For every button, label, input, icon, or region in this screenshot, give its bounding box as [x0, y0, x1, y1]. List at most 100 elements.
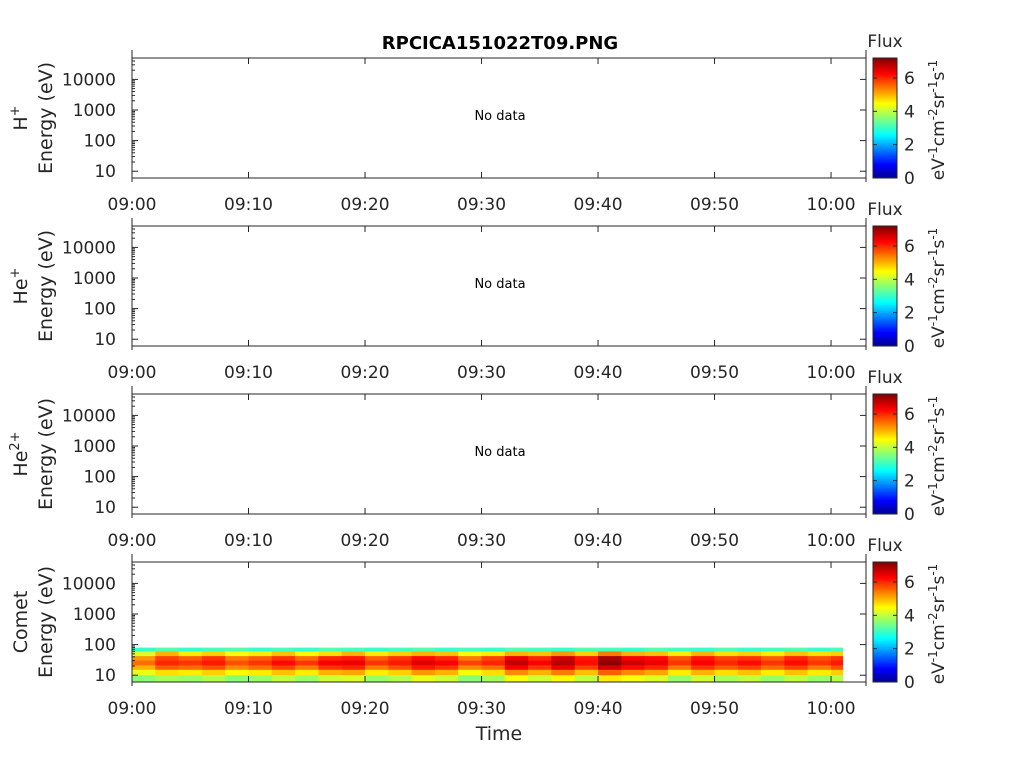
y-tick-label: 100 — [84, 132, 116, 152]
colorbar-unit-label: eV-1cm-2sr-1s-1 — [926, 564, 949, 685]
heatmap-cell — [504, 647, 529, 652]
heatmap-cell — [225, 665, 249, 671]
heatmap-cell — [621, 656, 645, 661]
plot-area — [132, 226, 866, 346]
heatmap-cell — [807, 647, 832, 652]
heatmap-cell — [365, 669, 389, 676]
heatmap-cell — [504, 656, 529, 661]
heatmap-cell — [644, 660, 669, 666]
y-tick-label: 10000 — [62, 70, 116, 90]
colorbar-tick-label: 4 — [904, 606, 915, 626]
heatmap-cell — [551, 665, 576, 671]
heatmap-cell — [528, 656, 552, 661]
heatmap-cell — [598, 660, 622, 666]
heatmap-cell — [155, 656, 179, 661]
heatmap-cell — [481, 669, 506, 676]
heatmap-cell — [155, 675, 179, 683]
heatmap-cell — [621, 675, 645, 683]
panel-2: No data 10 100 1000 10000 09:00 09:10 09:20 09:3… — [8, 200, 949, 383]
heatmap-cell — [178, 675, 203, 683]
no-data-message: No data — [474, 445, 525, 460]
heatmap-cell — [434, 647, 459, 652]
y-tick-label: 1000 — [73, 101, 116, 121]
heatmap-cell — [318, 665, 343, 671]
heatmap-cell — [831, 669, 844, 676]
y-tick-label: 10000 — [62, 238, 116, 258]
heatmap-cell — [388, 660, 412, 666]
colorbar-tick-label: 2 — [904, 136, 915, 156]
species-label: Comet — [10, 591, 32, 654]
heatmap-cell — [411, 660, 436, 666]
heatmap-cell — [761, 669, 785, 676]
heatmap-cell — [807, 669, 832, 676]
heatmap-cell — [155, 647, 179, 652]
heatmap-cell — [481, 656, 506, 661]
heatmap-cell — [178, 665, 203, 671]
x-tick-label: 09:20 — [341, 531, 390, 551]
heatmap-cell — [341, 647, 366, 652]
heatmap-cell — [178, 656, 203, 661]
heatmap-cell — [201, 647, 226, 652]
y-tick-label: 100 — [84, 300, 116, 320]
heatmap-cell — [434, 675, 459, 683]
heatmap-cell — [411, 651, 436, 657]
heatmap-cell — [434, 665, 459, 671]
heatmap-cell — [132, 675, 156, 683]
heatmap-cell — [807, 656, 832, 661]
colorbar-tick-label: 2 — [904, 304, 915, 324]
heatmap-cell — [248, 669, 273, 676]
heatmap-cell — [784, 647, 809, 652]
heatmap-cell — [714, 669, 739, 676]
heatmap-cell — [667, 651, 692, 657]
heatmap-cell — [201, 651, 226, 657]
heatmap-cell — [481, 647, 506, 652]
heatmap-cell — [714, 647, 739, 652]
x-tick-label: 09:20 — [341, 699, 390, 719]
heatmap-cell — [551, 669, 576, 676]
heatmap-cell — [598, 656, 622, 661]
heatmap-cell — [644, 651, 669, 657]
colorbar — [872, 393, 898, 515]
x-tick-label: 09:50 — [690, 195, 739, 215]
heatmap-cell — [225, 675, 249, 683]
x-tick-label: 10:00 — [807, 531, 856, 551]
heatmap-cell — [295, 656, 319, 661]
heatmap-cell — [271, 656, 296, 661]
heatmap-cell — [528, 647, 552, 652]
heatmap-cell — [248, 675, 273, 683]
heatmap-cell — [737, 647, 762, 652]
x-tick-label: 10:00 — [807, 363, 856, 383]
y-tick-label: 100 — [84, 468, 116, 488]
energy-axis-label: Energy (eV) — [35, 566, 57, 678]
heatmap-cell — [434, 669, 459, 676]
heatmap-cell — [761, 647, 785, 652]
colorbar-title: Flux — [867, 536, 902, 556]
y-tick-label: 1000 — [73, 605, 116, 625]
panel-4: 10 100 1000 10000 09:00 09:10 09:20 09:30 09:40 0… — [10, 536, 949, 719]
species-label: H+ — [8, 105, 32, 130]
x-tick-label: 09:00 — [108, 699, 157, 719]
heatmap-cell — [761, 656, 785, 661]
heatmap-cell — [714, 675, 739, 683]
heatmap-cell — [225, 651, 249, 657]
heatmap-cell — [761, 665, 785, 671]
x-tick-label: 09:50 — [690, 699, 739, 719]
heatmap-cell — [411, 665, 436, 671]
heatmap-cell — [295, 651, 319, 657]
y-tick-label: 10000 — [62, 574, 116, 594]
heatmap-cell — [598, 647, 622, 652]
colorbar-tick-label: 0 — [904, 169, 915, 189]
heatmap-cell — [271, 665, 296, 671]
heatmap-cell — [621, 665, 645, 671]
heatmap-cell — [644, 656, 669, 661]
x-tick-label: 09:10 — [224, 363, 273, 383]
heatmap-cell — [621, 647, 645, 652]
heatmap-cell — [667, 647, 692, 652]
colorbar-title: Flux — [867, 200, 902, 220]
energy-axis-label: Energy (eV) — [35, 62, 57, 174]
species-label: He2+ — [8, 431, 32, 476]
heatmap-cell — [831, 660, 844, 666]
x-tick-label: 09:30 — [457, 363, 506, 383]
heatmap-cell — [574, 669, 599, 676]
